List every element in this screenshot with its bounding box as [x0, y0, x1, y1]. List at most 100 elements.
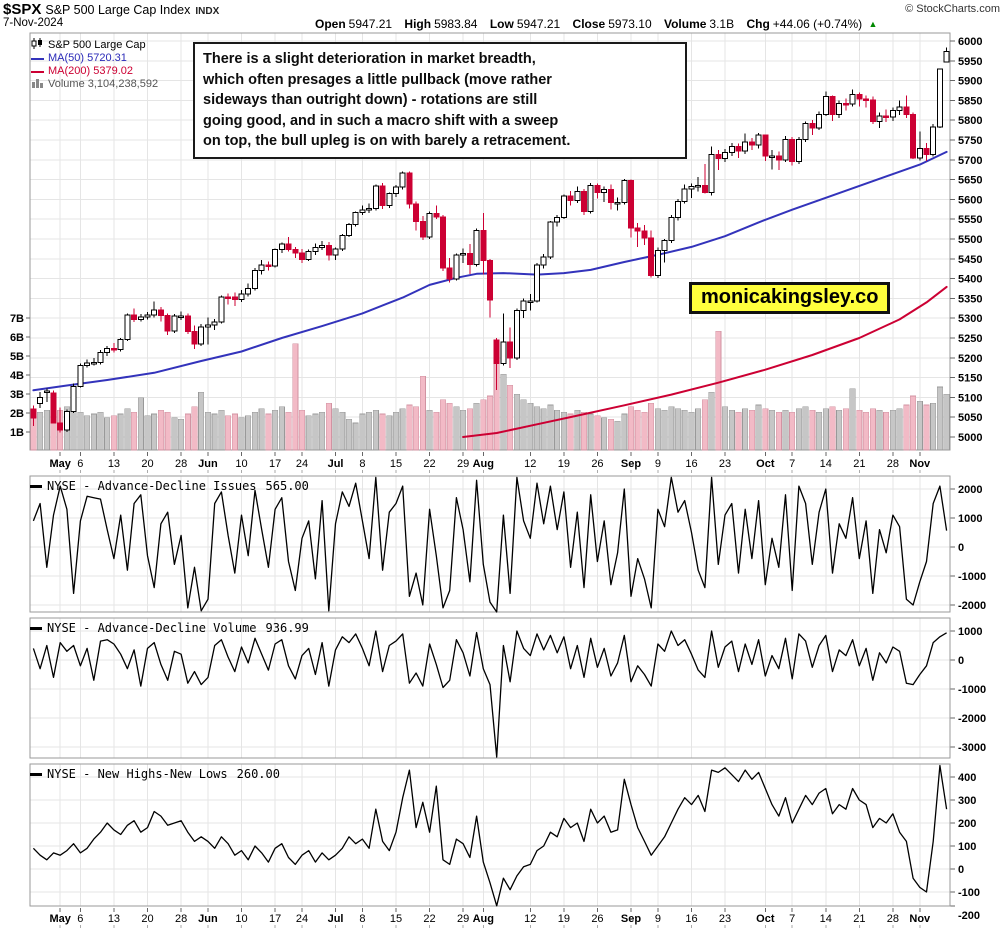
axis-label: 1000 — [958, 513, 982, 525]
axis-label: 13 — [108, 458, 120, 470]
axis-label: Sep — [621, 913, 641, 925]
axis-label: 5650 — [958, 175, 982, 187]
axis-label: 5450 — [958, 254, 982, 266]
axis-label: 6 — [77, 913, 83, 925]
axis-label: 5700 — [958, 155, 982, 167]
indicator-line — [32, 764, 948, 907]
symbol-name: S&P 500 Large Cap Index — [45, 3, 191, 17]
legend-ma50-label: MA(50) 5720.31 — [48, 52, 127, 64]
axis-label: 9 — [655, 458, 661, 470]
axis-label: 10 — [235, 913, 247, 925]
axis-label: 17 — [269, 913, 281, 925]
close-value: 5973.10 — [608, 17, 652, 31]
axis-label: 13 — [108, 913, 120, 925]
axis-label: May — [50, 458, 72, 470]
main-chart-legend: S&P 500 Large Cap MA(50) 5720.31 MA(200)… — [31, 38, 158, 92]
axis-label: 22 — [423, 458, 435, 470]
candles — [30, 47, 950, 433]
date-axis: May 6 13 20 28 Jun 10 17 24 Jul 8 15 22 29 Aug 12 19 26 Se… — [50, 452, 931, 473]
axis-label: 12 — [524, 913, 536, 925]
axis-label: 7 — [789, 458, 795, 470]
indicator-panel: 400 300 200 100 0 -100 -200 — [29, 763, 980, 922]
axis-label: 26 — [591, 458, 603, 470]
panel2-title: NYSE - Advance-Decline Volume 936.99 — [30, 621, 309, 635]
axis-label: 28 — [887, 458, 899, 470]
panel2-title-label: NYSE - Advance-Decline Volume — [47, 621, 257, 635]
axis-label: 5550 — [958, 214, 982, 226]
axis-label: 5750 — [958, 135, 982, 147]
axis-label: 14 — [820, 913, 832, 925]
legend-ma200-label: MA(200) 5379.02 — [48, 65, 133, 77]
axis-label: -2000 — [958, 713, 986, 725]
legend-ma200-row: MA(200) 5379.02 — [31, 65, 158, 78]
axis-label: 21 — [853, 913, 865, 925]
open-value: 5947.21 — [348, 17, 393, 31]
axis-label: Oct — [756, 913, 775, 925]
axis-label: 14 — [820, 458, 832, 470]
panel1-title-value: 565.00 — [265, 479, 309, 493]
axis-label: 16 — [685, 458, 697, 470]
axis-label: 24 — [296, 913, 308, 925]
axis-label: 8 — [359, 913, 365, 925]
axis-label: 20 — [141, 913, 153, 925]
axis-label: 2B — [10, 408, 24, 420]
symbol: $SPX — [3, 1, 42, 18]
quote-row: 7-Nov-2024 Open 5947.21 High 5983.84 Low 59… — [3, 17, 1001, 32]
axis-label: 5500 — [958, 234, 982, 246]
axis-label: 200 — [958, 818, 976, 830]
axis-label: 5950 — [958, 56, 982, 68]
axis-label: 5800 — [958, 115, 982, 127]
axis-label: 5850 — [958, 95, 982, 107]
annotation-box: There is a slight deterioration in marke… — [193, 42, 687, 159]
axis-label: 0 — [958, 655, 964, 667]
axis-label: 9 — [655, 913, 661, 925]
axis-label: 24 — [296, 458, 308, 470]
axis-label: Jun — [198, 458, 218, 470]
axis-label: 0 — [958, 542, 964, 554]
axis-label: 19 — [558, 458, 570, 470]
axis-label: 6 — [77, 458, 83, 470]
axis-label: 23 — [719, 913, 731, 925]
candlestick-icon — [31, 38, 44, 53]
ma200-line-icon — [31, 70, 44, 73]
line-swatch-icon — [30, 772, 42, 776]
axis-label: 3B — [10, 389, 24, 401]
axis-label: 15 — [390, 458, 402, 470]
volume-axis: 7B 6B 5B 4B 3B 2B 1B — [10, 313, 30, 439]
axis-label: 1000 — [958, 626, 982, 638]
axis-label: 26 — [591, 913, 603, 925]
axis-label: Jul — [328, 913, 344, 925]
panel3-title-value: 260.00 — [236, 767, 280, 781]
symbol-exchange: INDX — [195, 6, 220, 17]
axis-label: 10 — [235, 458, 247, 470]
axis-label: 5350 — [958, 293, 982, 305]
axis-label: 5000 — [958, 432, 982, 444]
axis-label: 15 — [390, 913, 402, 925]
date-axis: May 6 13 20 28 Jun 10 17 24 Jul 8 15 22 29 Aug 12 19 26 Se… — [50, 908, 931, 928]
legend-series-row: S&P 500 Large Cap — [31, 38, 158, 53]
chart-header: $SPX S&P 500 Large Cap Index INDX © StockC… — [3, 1, 1001, 18]
volume-bars-icon — [31, 77, 44, 92]
ma-line — [32, 150, 948, 392]
ma-line — [462, 285, 948, 438]
axis-label: 5900 — [958, 76, 982, 88]
low-value: 5947.21 — [516, 17, 561, 31]
indicator-panel: 2000 1000 0 -1000 -2000 — [29, 475, 986, 613]
axis-label: 12 — [524, 458, 536, 470]
axis-label: 5300 — [958, 313, 982, 325]
axis-label: 5600 — [958, 194, 982, 206]
panel3-title: NYSE - New Highs-New Lows 260.00 — [30, 767, 280, 781]
axis-label: 21 — [853, 458, 865, 470]
axis-label: Nov — [909, 458, 931, 470]
axis-label: 7 — [789, 913, 795, 925]
axis-label: 100 — [958, 841, 976, 853]
axis-label: 4B — [10, 370, 24, 382]
price-axis: 6000 5950 5900 5850 5800 5750 5700 5650 5600 5550… — [950, 36, 982, 444]
axis-label: -1000 — [958, 684, 986, 696]
legend-ma50-row: MA(50) 5720.31 — [31, 52, 158, 65]
axis-label: -100 — [958, 887, 980, 899]
axis-label: 5150 — [958, 373, 982, 385]
axis-label: 400 — [958, 772, 976, 784]
axis-label: 20 — [141, 458, 153, 470]
axis-label: -3000 — [958, 742, 986, 754]
